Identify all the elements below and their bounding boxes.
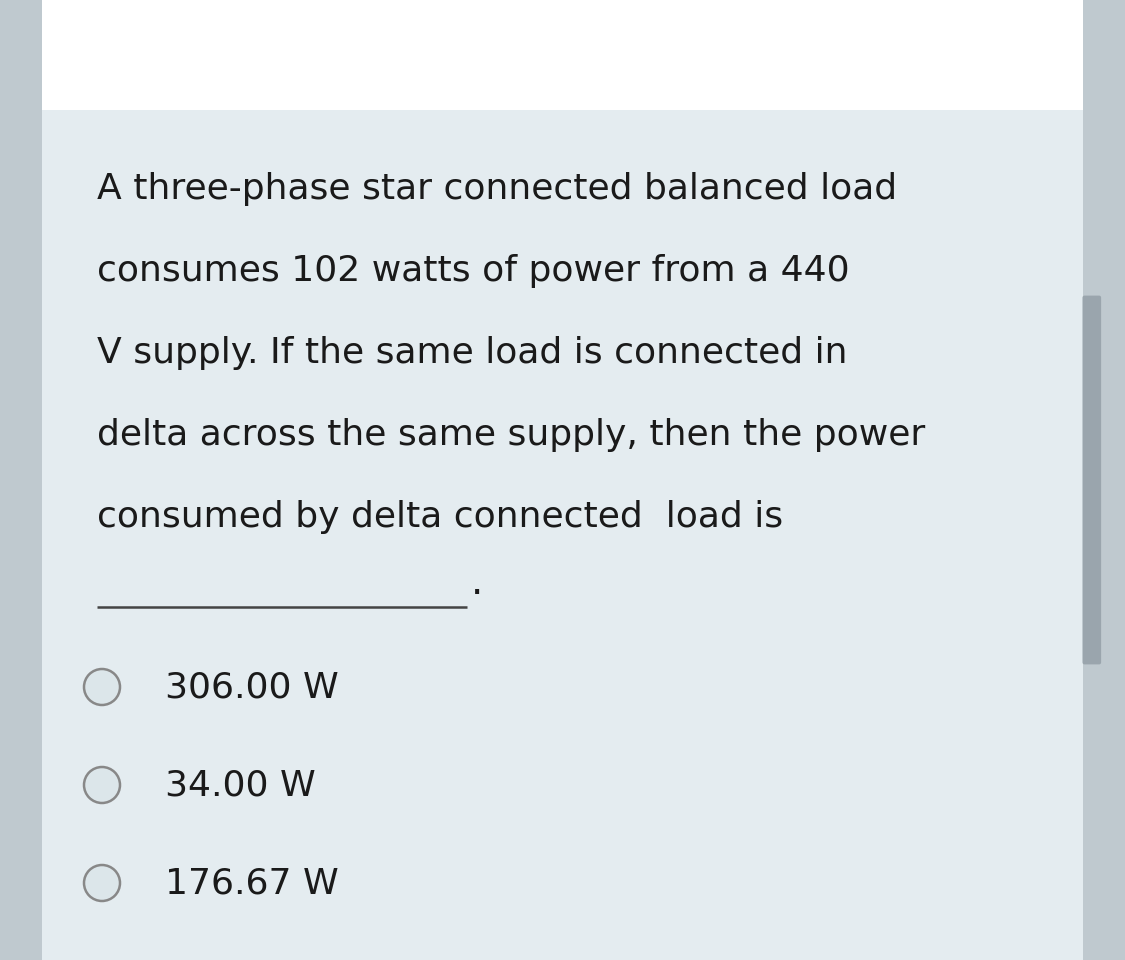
FancyBboxPatch shape (1082, 296, 1101, 664)
Circle shape (84, 767, 120, 803)
Text: V supply. If the same load is connected in: V supply. If the same load is connected … (97, 336, 847, 370)
Text: consumed by delta connected  load is: consumed by delta connected load is (97, 500, 783, 534)
Text: 176.67 W: 176.67 W (165, 866, 339, 900)
Text: .: . (471, 564, 484, 602)
Text: 34.00 W: 34.00 W (165, 768, 316, 802)
Circle shape (84, 669, 120, 705)
Circle shape (84, 865, 120, 901)
Text: A three-phase star connected balanced load: A three-phase star connected balanced lo… (97, 172, 897, 206)
Bar (42, 0, 1083, 110)
Text: 306.00 W: 306.00 W (165, 670, 339, 704)
Text: delta across the same supply, then the power: delta across the same supply, then the p… (97, 418, 925, 452)
Bar (42, 110, 1083, 960)
Text: consumes 102 watts of power from a 440: consumes 102 watts of power from a 440 (97, 254, 849, 288)
